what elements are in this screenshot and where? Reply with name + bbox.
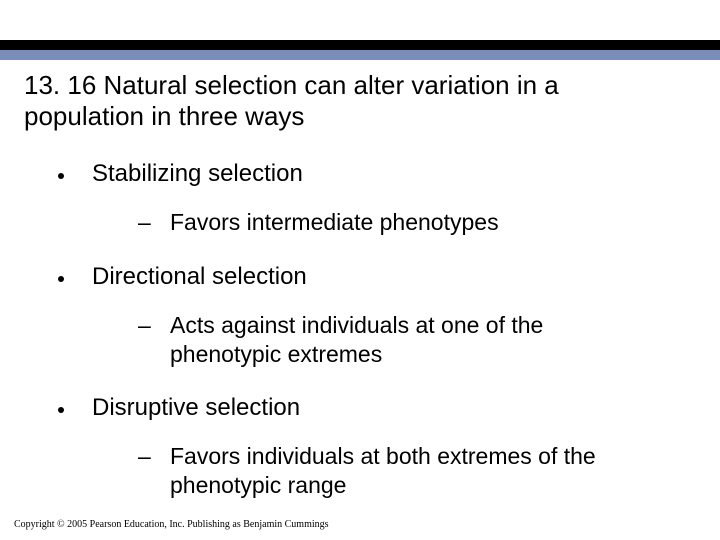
slide: 13. 16 Natural selection can alter varia… [0,0,720,540]
dash-icon: – [138,311,151,340]
sub-bullet-label: Favors intermediate phenotypes [170,209,499,235]
bullet-label: Directional selection [92,263,307,290]
sub-bullet-item: – Acts against individuals at one of the… [138,311,638,369]
bullet-label: Stabilizing selection [92,160,303,187]
dash-icon: – [138,208,151,237]
sub-bullet-label: Favors individuals at both extremes of t… [170,443,596,498]
bullet-icon [58,276,64,282]
bullet-label: Disruptive selection [92,394,300,421]
sub-bullet-item: – Favors intermediate phenotypes [138,208,638,237]
sub-bullet-item: – Favors individuals at both extremes of… [138,442,638,500]
slide-body: Stabilizing selection – Favors intermedi… [58,160,678,526]
bullet-item: Disruptive selection [58,394,678,422]
sub-bullet-label: Acts against individuals at one of the p… [170,312,543,367]
accent-blue-bar [0,50,720,60]
top-black-bar [0,40,720,50]
copyright-text: Copyright © 2005 Pearson Education, Inc.… [14,519,329,530]
bullet-item: Stabilizing selection [58,160,678,188]
bullet-icon [58,407,64,413]
bullet-item: Directional selection [58,263,678,291]
bullet-icon [58,173,64,179]
slide-title: 13. 16 Natural selection can alter varia… [24,70,684,132]
dash-icon: – [138,442,151,471]
